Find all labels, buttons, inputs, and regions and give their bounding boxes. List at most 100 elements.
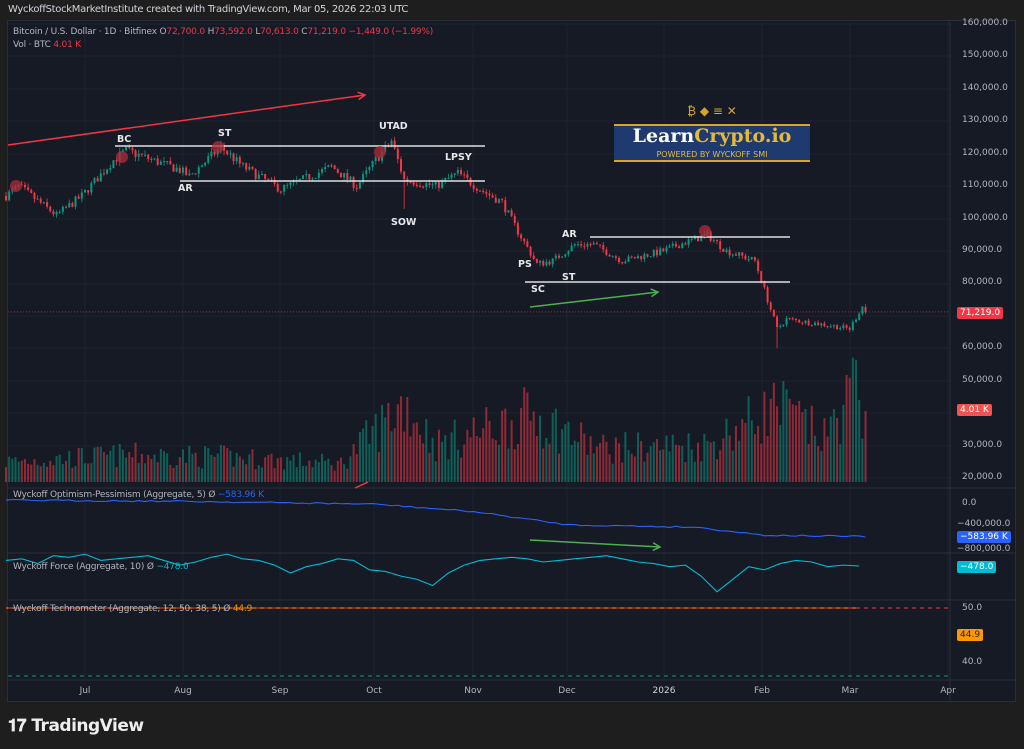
volume-bar (453, 419, 456, 482)
volume-bar (703, 433, 706, 482)
candle-body (42, 202, 45, 204)
tradingview-logo-icon: 𝟏𝟕 (8, 716, 26, 736)
candle-body (55, 212, 58, 215)
tradingview-label: TradingView (31, 716, 144, 736)
volume-bar (5, 467, 7, 482)
trend-arrow-red-head (357, 91, 367, 101)
techno-legend[interactable]: Wyckoff Technometer (Aggregate, 12, 50, … (13, 604, 252, 614)
candle-body (554, 255, 557, 259)
candle-body (614, 256, 617, 258)
volume-bar (798, 400, 801, 482)
candle-body (121, 150, 124, 152)
volume-bar (788, 398, 791, 482)
volume-bar (485, 407, 488, 482)
candle-body (276, 183, 279, 192)
volume-bar (102, 451, 105, 482)
volume-bar (599, 442, 602, 482)
candle-body (333, 165, 336, 170)
candle-body (697, 236, 700, 242)
volume-bar (542, 448, 545, 482)
volume-bar (99, 446, 102, 482)
candle-body (242, 163, 244, 165)
volume-bar (270, 453, 273, 482)
op-axis-800k: −800,000.0 (957, 544, 1011, 554)
volume-bar (406, 396, 409, 482)
volume-bar (181, 449, 184, 482)
volume-bar (131, 457, 134, 482)
candle-body (368, 167, 371, 171)
candle-body (497, 199, 500, 203)
candle-body (52, 211, 55, 215)
volume-bar (693, 461, 696, 482)
candle-body (390, 140, 393, 146)
volume-bar (725, 418, 728, 482)
volume-bar (864, 411, 867, 482)
volume-bar (121, 449, 124, 482)
volume-bar (400, 396, 402, 482)
volume-bar (614, 437, 617, 482)
candle-body (283, 185, 286, 192)
candle-body (308, 174, 311, 180)
op-legend[interactable]: Wyckoff Optimism-Pessimism (Aggregate, 5… (13, 490, 264, 500)
candle-body (27, 187, 30, 190)
high-label: H (207, 27, 215, 37)
tradingview-brand[interactable]: 𝟏𝟕 TradingView (8, 716, 144, 736)
candle-body (738, 252, 741, 256)
volume-bar (283, 469, 286, 482)
price-label: 50,000.0 (962, 374, 1003, 385)
volume-bar (403, 431, 406, 482)
candle-body (542, 260, 545, 266)
candle-body (772, 309, 775, 317)
volume-bar (65, 460, 68, 482)
candle-body (624, 261, 627, 264)
volume-bar (801, 412, 804, 482)
volume-bar (200, 468, 203, 482)
candle-body (346, 173, 349, 180)
volume-bar (763, 391, 766, 482)
candle-body (529, 246, 532, 256)
candle-body (289, 182, 292, 185)
op-value-tag: −583.96 K (957, 531, 1011, 543)
candle-body (855, 319, 858, 322)
volume-bar (832, 408, 835, 482)
volume-bar (321, 453, 323, 482)
op-title: Wyckoff Optimism-Pessimism (Aggregate, 5… (13, 490, 206, 500)
volume-bar (52, 464, 55, 482)
change-value: −1,449.0 (−1.99%) (348, 27, 434, 37)
force-legend[interactable]: Wyckoff Force (Aggregate, 10) Ø −478.0 (13, 562, 189, 572)
volume-bar (731, 450, 734, 482)
volume-bar (757, 425, 760, 482)
volume-bar (709, 442, 712, 482)
volume-bar (447, 459, 450, 482)
price-label: 140,000.0 (962, 82, 1008, 93)
candle-body (384, 144, 387, 152)
time-label: Aug (174, 686, 192, 696)
volume-bar (782, 381, 785, 482)
candle-body (573, 244, 576, 246)
volume-bar (254, 469, 257, 482)
candle-body (109, 168, 112, 170)
candle-body (245, 163, 248, 170)
candle-body (131, 147, 134, 151)
volume-bar (27, 463, 30, 482)
candle-body (213, 151, 216, 155)
event-marker-4 (699, 225, 711, 237)
candle-body (125, 146, 128, 151)
candle-body (655, 249, 658, 256)
candle-body (479, 190, 481, 192)
volume-bar (456, 449, 459, 482)
chart-pane[interactable] (7, 20, 1016, 702)
candle-body (260, 173, 263, 175)
candle-body (302, 175, 305, 179)
candle-body (516, 223, 519, 235)
candle-body (608, 254, 611, 257)
volume-bar (842, 404, 845, 482)
candle-body (494, 197, 497, 203)
volume-bar (295, 467, 298, 482)
volume-bar (529, 420, 532, 482)
candle-body (336, 169, 339, 173)
candle-body (163, 161, 165, 163)
volume-bar (820, 450, 823, 482)
volume-bar (393, 428, 396, 482)
